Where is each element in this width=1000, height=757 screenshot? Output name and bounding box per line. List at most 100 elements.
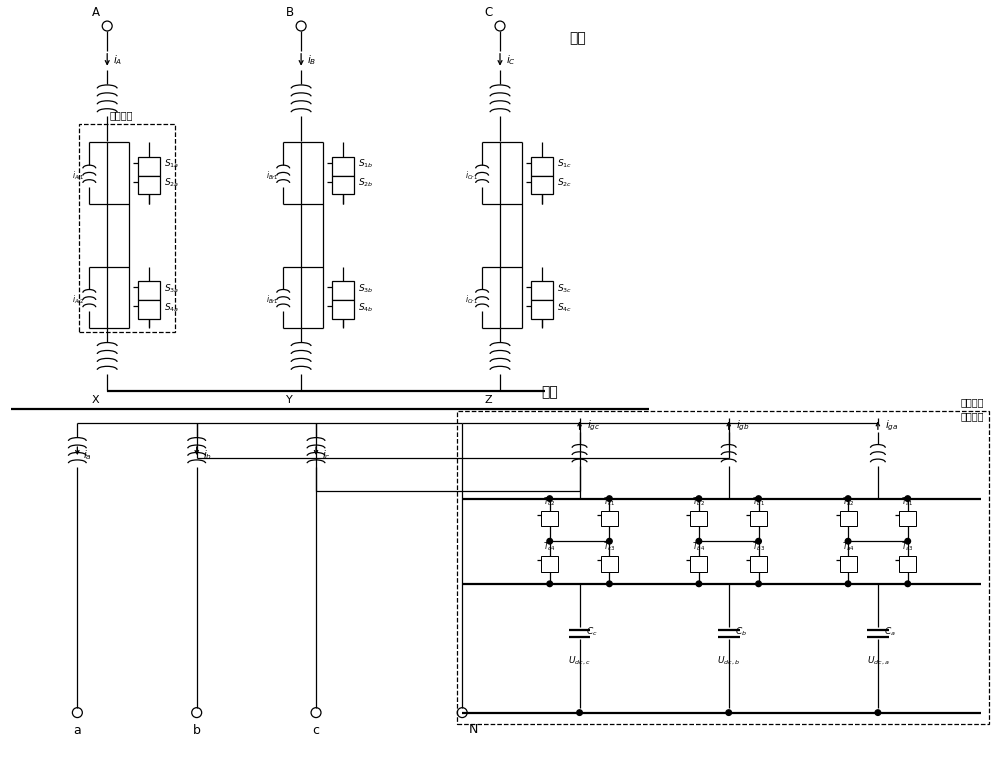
Text: $i_{c}$: $i_{c}$ (322, 448, 331, 462)
Text: $T_{a3}$: $T_{a3}$ (901, 540, 914, 553)
Text: $T_{a2}$: $T_{a2}$ (842, 495, 854, 508)
Text: $S_{1a}$: $S_{1a}$ (164, 158, 179, 170)
Text: $i_{A}$: $i_{A}$ (113, 53, 123, 67)
Text: $S_{4a}$: $S_{4a}$ (164, 301, 179, 313)
Bar (750, 556, 767, 572)
Circle shape (905, 581, 911, 587)
Text: A: A (92, 6, 100, 19)
Bar (531, 157, 553, 176)
Text: 调压单元: 调压单元 (109, 111, 133, 120)
Bar (899, 511, 916, 526)
Text: $S_{1b}$: $S_{1b}$ (358, 158, 373, 170)
Circle shape (547, 538, 553, 544)
Circle shape (845, 496, 851, 501)
Text: $T_{c4}$: $T_{c4}$ (543, 540, 556, 553)
Text: $T_{a1}$: $T_{a1}$ (901, 495, 914, 508)
Text: $S_{2c}$: $S_{2c}$ (557, 177, 572, 189)
Bar (541, 511, 558, 526)
Text: 原边: 原边 (570, 31, 586, 45)
Bar (690, 556, 707, 572)
Text: $S_{4b}$: $S_{4b}$ (358, 301, 373, 313)
Circle shape (756, 581, 761, 587)
Text: $T_{b3}$: $T_{b3}$ (752, 540, 765, 553)
Text: $i_{Cr1}$: $i_{Cr1}$ (465, 294, 478, 307)
Bar (332, 176, 354, 195)
Circle shape (696, 581, 702, 587)
Text: $i_{a}$: $i_{a}$ (83, 448, 92, 462)
Circle shape (905, 538, 911, 544)
Text: X: X (92, 394, 99, 404)
Bar (138, 176, 160, 195)
Text: $S_{3a}$: $S_{3a}$ (164, 282, 179, 294)
Bar (531, 281, 553, 300)
Text: $T_{c2}$: $T_{c2}$ (543, 495, 556, 508)
Text: $i_{gc}$: $i_{gc}$ (587, 419, 600, 434)
Bar (138, 157, 160, 176)
Circle shape (607, 496, 612, 501)
Text: $U_{dc,c}$: $U_{dc,c}$ (568, 655, 591, 668)
Text: a: a (73, 724, 81, 737)
Text: $i_{Ar1}$: $i_{Ar1}$ (72, 170, 85, 182)
Bar (690, 511, 707, 526)
Bar (332, 157, 354, 176)
Text: b: b (193, 724, 201, 737)
Circle shape (726, 710, 732, 715)
Text: $S_{3c}$: $S_{3c}$ (557, 282, 572, 294)
Text: $i_{Br1}$: $i_{Br1}$ (266, 170, 279, 182)
Text: $i_{Cr1}$: $i_{Cr1}$ (465, 170, 478, 182)
Text: $T_{a4}$: $T_{a4}$ (842, 540, 855, 553)
Text: $T_{c3}$: $T_{c3}$ (603, 540, 616, 553)
Circle shape (756, 496, 761, 501)
Circle shape (845, 538, 851, 544)
Text: 副边: 副边 (541, 385, 558, 400)
Text: $C_b$: $C_b$ (735, 625, 747, 637)
Bar (138, 300, 160, 319)
Text: $S_{2a}$: $S_{2a}$ (164, 177, 179, 189)
Circle shape (607, 538, 612, 544)
Text: $S_{1c}$: $S_{1c}$ (557, 158, 572, 170)
Text: $T_{c1}$: $T_{c1}$ (603, 495, 616, 508)
Circle shape (577, 710, 582, 715)
Text: Z: Z (484, 394, 492, 404)
Text: $i_{ga}$: $i_{ga}$ (885, 419, 898, 434)
Text: 负载性质: 负载性质 (961, 397, 984, 407)
Bar (750, 511, 767, 526)
Text: $i_{C}$: $i_{C}$ (506, 53, 516, 67)
Circle shape (845, 581, 851, 587)
Bar (601, 511, 618, 526)
Text: $i_{b}$: $i_{b}$ (203, 448, 212, 462)
Text: $S_{2b}$: $S_{2b}$ (358, 177, 373, 189)
Text: $U_{dc,a}$: $U_{dc,a}$ (867, 655, 889, 668)
Text: $T_{b1}$: $T_{b1}$ (752, 495, 765, 508)
Circle shape (607, 581, 612, 587)
Text: $S_{3b}$: $S_{3b}$ (358, 282, 373, 294)
Text: C: C (485, 6, 493, 19)
Text: $T_{b4}$: $T_{b4}$ (692, 540, 705, 553)
Text: $U_{dc,b}$: $U_{dc,b}$ (717, 655, 740, 668)
Bar (531, 176, 553, 195)
Bar (899, 556, 916, 572)
Bar (840, 556, 857, 572)
Circle shape (696, 538, 702, 544)
Text: Y: Y (286, 394, 293, 404)
Bar (840, 511, 857, 526)
Circle shape (756, 538, 761, 544)
Text: $T_{b2}$: $T_{b2}$ (692, 495, 705, 508)
Bar (541, 556, 558, 572)
Circle shape (696, 496, 702, 501)
Bar (332, 281, 354, 300)
Circle shape (547, 581, 553, 587)
Text: $i_{Br1}$: $i_{Br1}$ (266, 294, 279, 307)
Text: $C_c$: $C_c$ (586, 625, 597, 637)
Bar (332, 300, 354, 319)
Bar (531, 300, 553, 319)
Text: $C_a$: $C_a$ (884, 625, 896, 637)
Circle shape (875, 710, 881, 715)
Bar (138, 281, 160, 300)
Circle shape (905, 496, 911, 501)
Text: $S_{4c}$: $S_{4c}$ (557, 301, 572, 313)
Text: B: B (286, 6, 294, 19)
Text: $i_{gb}$: $i_{gb}$ (736, 419, 749, 434)
Text: $i_{B}$: $i_{B}$ (307, 53, 316, 67)
Text: $i_{Ar2}$: $i_{Ar2}$ (72, 294, 85, 307)
